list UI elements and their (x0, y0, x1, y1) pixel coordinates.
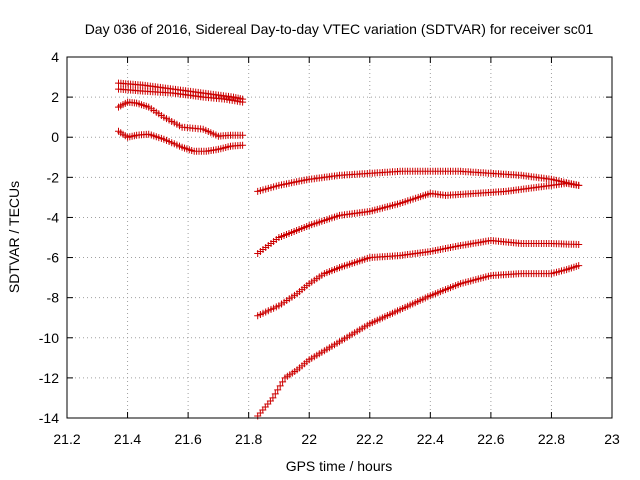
x-tick-label: 22.8 (538, 431, 565, 447)
y-axis-title: SDTVAR / TECUs (6, 181, 22, 293)
series-track-7 (254, 237, 583, 320)
y-tick-label: -6 (47, 250, 60, 266)
y-tick-label: -12 (39, 370, 59, 386)
series-markers (115, 98, 247, 140)
x-tick-label: 22.2 (356, 431, 383, 447)
y-tick-label: 2 (51, 89, 59, 105)
series-markers (254, 237, 583, 320)
y-tick-label: -2 (47, 169, 60, 185)
x-tick-label: 22 (301, 431, 317, 447)
x-tick-label: 21.8 (235, 431, 262, 447)
series-markers (115, 79, 247, 103)
plot-frame (66, 56, 613, 419)
series-track-4 (115, 127, 247, 155)
x-axis-title: GPS time / hours (286, 458, 393, 474)
x-tick-label: 22.6 (477, 431, 504, 447)
x-tick-label: 21.6 (174, 431, 201, 447)
series-track-5 (254, 167, 583, 195)
series-track-6 (254, 179, 583, 257)
series-markers (115, 85, 247, 106)
y-tick-label: -14 (39, 410, 59, 426)
series-track-8 (254, 262, 583, 420)
series-track-1 (115, 79, 247, 103)
series-markers (254, 179, 583, 257)
x-tick-label: 21.2 (53, 431, 80, 447)
series-markers (254, 262, 583, 420)
y-tick-label: -8 (47, 290, 60, 306)
y-tick-label: -10 (39, 330, 59, 346)
tick-labels: 21.2 21.4 21.6 21.8 22 22.2 22.4 22.6 22.8 23 -14 -… (39, 49, 620, 447)
y-tick-label: 0 (51, 129, 59, 145)
x-tick-label: 22.4 (417, 431, 444, 447)
x-tick-label: 23 (604, 431, 620, 447)
series-markers (115, 127, 247, 155)
series-markers (254, 167, 583, 195)
series-track-2 (115, 85, 247, 106)
y-tick-label: 4 (51, 49, 59, 65)
y-tick-label: -4 (47, 209, 60, 225)
series-track-3 (115, 98, 247, 140)
x-tick-label: 21.4 (114, 431, 141, 447)
data-series (115, 79, 583, 420)
chart-title: Day 036 of 2016, Sidereal Day-to-day VTE… (85, 21, 594, 37)
